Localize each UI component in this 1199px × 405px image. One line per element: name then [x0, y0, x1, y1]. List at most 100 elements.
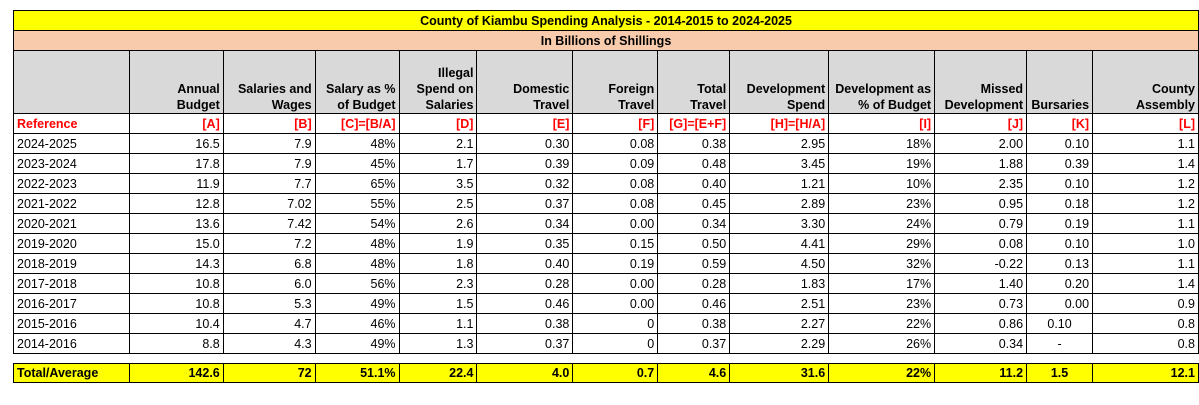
table-cell[interactable]: 23%: [828, 193, 936, 214]
reference-cell[interactable]: [J]: [934, 113, 1028, 134]
table-cell[interactable]: 65%: [314, 173, 400, 194]
table-cell[interactable]: 3.45: [729, 153, 830, 174]
header-cell[interactable]: Salaries and Wages: [222, 50, 316, 114]
table-cell[interactable]: 0.8: [1092, 313, 1199, 334]
table-cell[interactable]: 1.21: [729, 173, 830, 194]
header-cell[interactable]: Salary as % of Budget: [314, 50, 400, 114]
table-cell[interactable]: 4.7: [222, 313, 316, 334]
total-cell[interactable]: 31.6: [729, 363, 830, 383]
table-cell[interactable]: 2.27: [729, 313, 830, 334]
table-cell[interactable]: 4.3: [222, 333, 316, 354]
table-cell[interactable]: 2.5: [398, 193, 478, 214]
table-cell[interactable]: 0.00: [572, 273, 659, 294]
sheet-title[interactable]: County of Kiambu Spending Analysis - 201…: [13, 10, 1199, 31]
table-cell[interactable]: 1.1: [398, 313, 478, 334]
year-cell[interactable]: 2019-2020: [13, 233, 130, 254]
total-cell[interactable]: 1.5: [1026, 363, 1094, 383]
table-cell[interactable]: 1.1: [1092, 133, 1199, 154]
table-cell[interactable]: 49%: [314, 293, 400, 314]
total-cell[interactable]: 4.6: [657, 363, 731, 383]
header-cell[interactable]: Annual Budget: [128, 50, 224, 114]
table-cell[interactable]: 1.7: [398, 153, 478, 174]
table-cell[interactable]: 5.3: [222, 293, 316, 314]
table-cell[interactable]: 1.3: [398, 333, 478, 354]
table-cell[interactable]: 45%: [314, 153, 400, 174]
year-cell[interactable]: 2016-2017: [13, 293, 130, 314]
reference-cell[interactable]: [H]=[H/A]: [729, 113, 830, 134]
header-cell[interactable]: [13, 50, 130, 114]
table-cell[interactable]: 6.0: [222, 273, 316, 294]
table-cell[interactable]: 0.13: [1026, 253, 1094, 274]
table-cell[interactable]: 2.95: [729, 133, 830, 154]
table-cell[interactable]: 0.35: [476, 233, 574, 254]
header-cell[interactable]: Total Travel: [657, 50, 731, 114]
table-cell[interactable]: 46%: [314, 313, 400, 334]
total-cell[interactable]: 72: [222, 363, 316, 383]
table-cell[interactable]: 0.37: [657, 333, 731, 354]
table-cell[interactable]: 2.35: [934, 173, 1028, 194]
year-cell[interactable]: 2021-2022: [13, 193, 130, 214]
table-cell[interactable]: 1.5: [398, 293, 478, 314]
reference-cell[interactable]: [C]=[B/A]: [314, 113, 400, 134]
table-cell[interactable]: 0.32: [476, 173, 574, 194]
table-cell[interactable]: 13.6: [128, 213, 224, 234]
table-cell[interactable]: 0.59: [657, 253, 731, 274]
table-cell[interactable]: 54%: [314, 213, 400, 234]
total-cell[interactable]: 51.1%: [314, 363, 400, 383]
table-cell[interactable]: 0: [572, 313, 659, 334]
table-cell[interactable]: 0.46: [657, 293, 731, 314]
table-cell[interactable]: 1.1: [1092, 213, 1199, 234]
total-cell[interactable]: 4.0: [476, 363, 574, 383]
table-cell[interactable]: 0.38: [476, 313, 574, 334]
table-cell[interactable]: 2.29: [729, 333, 830, 354]
table-cell[interactable]: 18%: [828, 133, 936, 154]
table-cell[interactable]: 29%: [828, 233, 936, 254]
reference-cell[interactable]: [A]: [128, 113, 224, 134]
table-cell[interactable]: 55%: [314, 193, 400, 214]
year-cell[interactable]: 2015-2016: [13, 313, 130, 334]
year-cell[interactable]: 2017-2018: [13, 273, 130, 294]
table-cell[interactable]: 0.00: [1026, 293, 1094, 314]
table-cell[interactable]: 16.5: [128, 133, 224, 154]
header-cell[interactable]: Missed Development: [934, 50, 1028, 114]
table-cell[interactable]: 6.8: [222, 253, 316, 274]
table-cell[interactable]: 12.8: [128, 193, 224, 214]
year-cell[interactable]: 2022-2023: [13, 173, 130, 194]
table-cell[interactable]: 17.8: [128, 153, 224, 174]
table-cell[interactable]: 7.02: [222, 193, 316, 214]
table-cell[interactable]: 2.3: [398, 273, 478, 294]
table-cell[interactable]: 0.73: [934, 293, 1028, 314]
table-cell[interactable]: 10.4: [128, 313, 224, 334]
table-cell[interactable]: -0.22: [934, 253, 1028, 274]
table-cell[interactable]: 0.39: [1026, 153, 1094, 174]
table-cell[interactable]: 11.9: [128, 173, 224, 194]
reference-cell[interactable]: [D]: [398, 113, 478, 134]
table-cell[interactable]: 10.8: [128, 273, 224, 294]
table-cell[interactable]: 0.20: [1026, 273, 1094, 294]
reference-cell[interactable]: [I]: [828, 113, 936, 134]
table-cell[interactable]: 10.8: [128, 293, 224, 314]
year-cell[interactable]: 2014-2016: [13, 333, 130, 354]
table-cell[interactable]: 48%: [314, 253, 400, 274]
table-cell[interactable]: 49%: [314, 333, 400, 354]
reference-cell[interactable]: [E]: [476, 113, 574, 134]
table-cell[interactable]: 10%: [828, 173, 936, 194]
total-cell[interactable]: 11.2: [934, 363, 1028, 383]
table-cell[interactable]: 0.10: [1026, 133, 1094, 154]
table-cell[interactable]: 19%: [828, 153, 936, 174]
table-cell[interactable]: 7.42: [222, 213, 316, 234]
table-cell[interactable]: 1.1: [1092, 253, 1199, 274]
table-cell[interactable]: 0.08: [572, 133, 659, 154]
table-cell[interactable]: 3.30: [729, 213, 830, 234]
table-cell[interactable]: 0.00: [572, 293, 659, 314]
table-cell[interactable]: 0.34: [476, 213, 574, 234]
table-cell[interactable]: 0.9: [1092, 293, 1199, 314]
table-cell[interactable]: 0.00: [572, 213, 659, 234]
table-cell[interactable]: 4.50: [729, 253, 830, 274]
table-cell[interactable]: 1.40: [934, 273, 1028, 294]
table-cell[interactable]: 22%: [828, 313, 936, 334]
table-cell[interactable]: 2.89: [729, 193, 830, 214]
table-cell[interactable]: 7.7: [222, 173, 316, 194]
header-cell[interactable]: Illegal Spend on Salaries: [398, 50, 478, 114]
table-cell[interactable]: 2.1: [398, 133, 478, 154]
